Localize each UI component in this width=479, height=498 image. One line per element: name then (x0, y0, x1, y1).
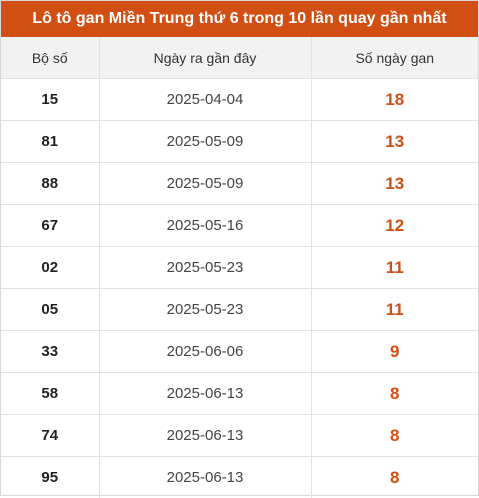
cell-number: 05 (1, 289, 99, 331)
cell-number: 67 (1, 205, 99, 247)
header-row: Bộ số Ngày ra gần đây Số ngày gan (1, 37, 478, 79)
cell-last-date: 2025-05-09 (99, 163, 311, 205)
table-header: Bộ số Ngày ra gần đây Số ngày gan (1, 37, 478, 79)
cell-last-date: 2025-05-09 (99, 121, 311, 163)
cell-last-date: 2025-05-23 (99, 289, 311, 331)
cell-number: 81 (1, 121, 99, 163)
cell-days-gan: 12 (311, 205, 478, 247)
cell-number: 15 (1, 79, 99, 121)
cell-number: 33 (1, 331, 99, 373)
table-row: 15 2025-04-04 18 (1, 79, 478, 121)
table-row: 05 2025-05-23 11 (1, 289, 478, 331)
table-row: 33 2025-06-06 9 (1, 331, 478, 373)
cell-number: 02 (1, 247, 99, 289)
cell-number: 58 (1, 373, 99, 415)
cell-days-gan: 8 (311, 457, 478, 498)
table-title: Lô tô gan Miền Trung thứ 6 trong 10 lần … (1, 1, 478, 37)
table-body: 15 2025-04-04 18 81 2025-05-09 13 88 202… (1, 79, 478, 498)
cell-number: 74 (1, 415, 99, 457)
cell-last-date: 2025-05-23 (99, 247, 311, 289)
cell-days-gan: 18 (311, 79, 478, 121)
cell-last-date: 2025-04-04 (99, 79, 311, 121)
cell-number: 88 (1, 163, 99, 205)
cell-days-gan: 13 (311, 163, 478, 205)
cell-days-gan: 8 (311, 415, 478, 457)
cell-number: 95 (1, 457, 99, 498)
lo-gan-table: Bộ số Ngày ra gần đây Số ngày gan 15 202… (1, 37, 478, 498)
table-row: 88 2025-05-09 13 (1, 163, 478, 205)
table-row: 58 2025-06-13 8 (1, 373, 478, 415)
column-header-days-gan: Số ngày gan (311, 37, 478, 79)
cell-days-gan: 11 (311, 289, 478, 331)
table-row: 02 2025-05-23 11 (1, 247, 478, 289)
cell-last-date: 2025-06-13 (99, 415, 311, 457)
table-row: 74 2025-06-13 8 (1, 415, 478, 457)
cell-last-date: 2025-06-13 (99, 373, 311, 415)
cell-last-date: 2025-05-16 (99, 205, 311, 247)
cell-days-gan: 13 (311, 121, 478, 163)
column-header-number: Bộ số (1, 37, 99, 79)
cell-days-gan: 9 (311, 331, 478, 373)
table-row: 95 2025-06-13 8 (1, 457, 478, 498)
cell-days-gan: 11 (311, 247, 478, 289)
cell-days-gan: 8 (311, 373, 478, 415)
cell-last-date: 2025-06-06 (99, 331, 311, 373)
table-row: 81 2025-05-09 13 (1, 121, 478, 163)
column-header-last-date: Ngày ra gần đây (99, 37, 311, 79)
cell-last-date: 2025-06-13 (99, 457, 311, 498)
table-row: 67 2025-05-16 12 (1, 205, 478, 247)
